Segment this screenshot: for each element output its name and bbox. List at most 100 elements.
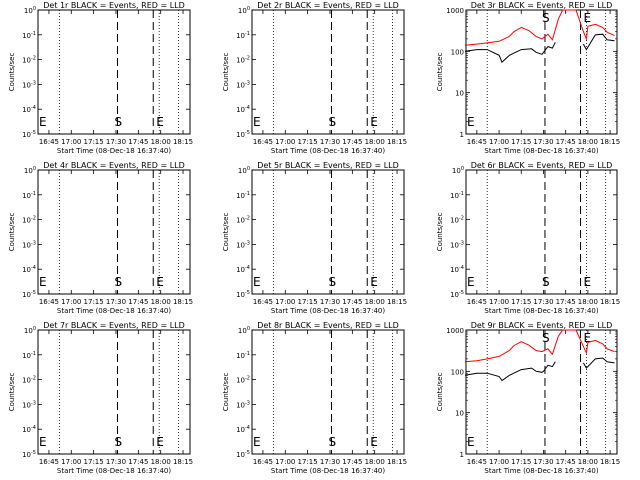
panel-title: Det 4r BLACK = Events, RED = LLD xyxy=(43,161,185,170)
y-tick-label: 10-2 xyxy=(450,216,464,225)
y-tick-label: 10-4 xyxy=(236,425,250,434)
y-tick-label: 10-5 xyxy=(22,450,36,459)
x-tick-label: 17:15 xyxy=(511,298,531,306)
x-tick-label: 17:00 xyxy=(489,458,509,466)
x-tick-label: 18:15 xyxy=(387,458,407,466)
time-marker-s: S xyxy=(542,11,550,25)
y-axis-label: Counts/sec xyxy=(436,53,444,92)
x-axis-label: Start Time (08-Dec-18 16:37:40) xyxy=(271,307,385,315)
panel-title: Det 3r BLACK = Events, RED = LLD xyxy=(471,1,613,10)
x-tick-label: 18:00 xyxy=(151,458,171,466)
x-tick-label: 18:15 xyxy=(387,298,407,306)
x-axis-label: Start Time (08-Dec-18 16:37:40) xyxy=(484,307,598,315)
y-tick-label: 100 xyxy=(238,166,250,175)
plot-frame xyxy=(465,9,618,135)
x-tick-label: 18:00 xyxy=(151,298,171,306)
y-tick-label: 10-2 xyxy=(236,56,250,65)
time-marker-e: E xyxy=(583,275,591,289)
x-tick-label: 17:45 xyxy=(556,298,576,306)
detector-panel-5: Det 5r BLACK = Events, RED = LLD 100 10-1 1… xyxy=(222,161,407,315)
time-marker-e: E xyxy=(370,275,378,289)
y-tick-label: 10-3 xyxy=(450,240,464,249)
plot-frame xyxy=(251,329,405,455)
x-tick-label: 17:30 xyxy=(106,298,126,306)
plot-frame xyxy=(251,169,405,295)
x-tick-label: 17:30 xyxy=(533,458,553,466)
x-tick-label: 18:00 xyxy=(578,298,598,306)
x-tick-label: 18:00 xyxy=(365,298,385,306)
x-tick-label: 18:00 xyxy=(578,458,598,466)
y-tick-label: 10-5 xyxy=(236,450,250,459)
y-axis-label: Counts/sec xyxy=(436,373,444,412)
y-tick-label: 10-1 xyxy=(22,351,36,360)
events-rate-line xyxy=(464,42,556,63)
detector-panel-9: Det 9r BLACK = Events, RED = LLD 1000 100 1… xyxy=(436,321,620,475)
x-tick-label: 16:45 xyxy=(39,138,59,146)
plot-frame xyxy=(37,329,191,455)
y-tick-label: 10-3 xyxy=(236,400,250,409)
x-tick-label: 17:15 xyxy=(84,298,104,306)
x-tick-label: 18:00 xyxy=(151,138,171,146)
y-axis-label: Counts/sec xyxy=(222,373,230,412)
x-tick-label: 17:15 xyxy=(298,138,318,146)
x-tick-label: 17:00 xyxy=(61,298,81,306)
x-tick-label: 17:00 xyxy=(61,138,81,146)
time-marker-e: E xyxy=(39,115,47,129)
time-marker-e: E xyxy=(39,435,47,449)
time-marker-e: E xyxy=(253,115,261,129)
time-marker-s: S xyxy=(328,275,336,289)
y-tick-label: 10-3 xyxy=(22,240,36,249)
x-tick-label: 17:15 xyxy=(84,138,104,146)
time-marker-e: E xyxy=(467,435,475,449)
y-tick-label: 10-4 xyxy=(22,265,36,274)
y-tick-label: 10-2 xyxy=(22,376,36,385)
detector-panel-8: Det 8r BLACK = Events, RED = LLD 100 10-1 1… xyxy=(222,321,407,475)
panel-title: Det 8r BLACK = Events, RED = LLD xyxy=(257,321,399,330)
y-tick-label: 10-1 xyxy=(22,31,36,40)
panel-title: Det 1r BLACK = Events, RED = LLD xyxy=(43,1,185,10)
time-marker-s: S xyxy=(114,275,122,289)
y-tick-label: 100 xyxy=(238,326,250,335)
time-marker-s: S xyxy=(328,115,336,129)
plot-frame xyxy=(37,169,191,295)
y-axis-label: Counts/sec xyxy=(222,53,230,92)
x-tick-label: 16:45 xyxy=(39,298,59,306)
x-tick-label: 17:30 xyxy=(106,458,126,466)
y-tick-label: 10-1 xyxy=(450,191,464,200)
plot-frame xyxy=(251,9,405,135)
y-tick-label: 10-5 xyxy=(450,290,464,299)
x-tick-label: 17:30 xyxy=(320,458,340,466)
panel-title: Det 2r BLACK = Events, RED = LLD xyxy=(257,1,399,10)
events-rate-line xyxy=(582,33,615,51)
x-tick-label: 17:15 xyxy=(298,298,318,306)
y-tick-label: 10-5 xyxy=(236,290,250,299)
x-tick-label: 16:45 xyxy=(253,138,273,146)
y-tick-label: 10-1 xyxy=(236,351,250,360)
x-tick-label: 16:45 xyxy=(467,298,487,306)
y-tick-label: 10-1 xyxy=(236,31,250,40)
detector-panel-1: Det 1r BLACK = Events, RED = LLD 100 10-1 1… xyxy=(8,1,193,155)
y-tick-label: 10-1 xyxy=(236,191,250,200)
time-marker-e: E xyxy=(156,275,164,289)
panel-title: Det 7r BLACK = Events, RED = LLD xyxy=(43,321,185,330)
y-tick-label: 10-4 xyxy=(22,425,36,434)
x-tick-label: 16:45 xyxy=(253,298,273,306)
x-tick-label: 17:45 xyxy=(342,138,362,146)
time-marker-e: E xyxy=(583,331,591,345)
y-tick-label: 10-5 xyxy=(22,130,36,139)
y-tick-label: 100 xyxy=(238,6,250,15)
x-tick-label: 17:00 xyxy=(275,298,295,306)
y-tick-label: 10-2 xyxy=(22,56,36,65)
y-tick-label: 10-2 xyxy=(236,376,250,385)
y-axis-label: Counts/sec xyxy=(222,213,230,252)
y-axis-label: Counts/sec xyxy=(8,213,16,252)
x-tick-label: 17:45 xyxy=(556,138,576,146)
x-tick-label: 18:15 xyxy=(173,458,193,466)
y-tick-label: 1000 xyxy=(446,7,464,15)
y-tick-label: 10-3 xyxy=(22,400,36,409)
y-tick-label: 10 xyxy=(455,90,464,98)
y-axis-label: Counts/sec xyxy=(8,53,16,92)
x-tick-label: 17:45 xyxy=(556,458,576,466)
x-tick-label: 17:15 xyxy=(298,458,318,466)
time-marker-e: E xyxy=(156,435,164,449)
